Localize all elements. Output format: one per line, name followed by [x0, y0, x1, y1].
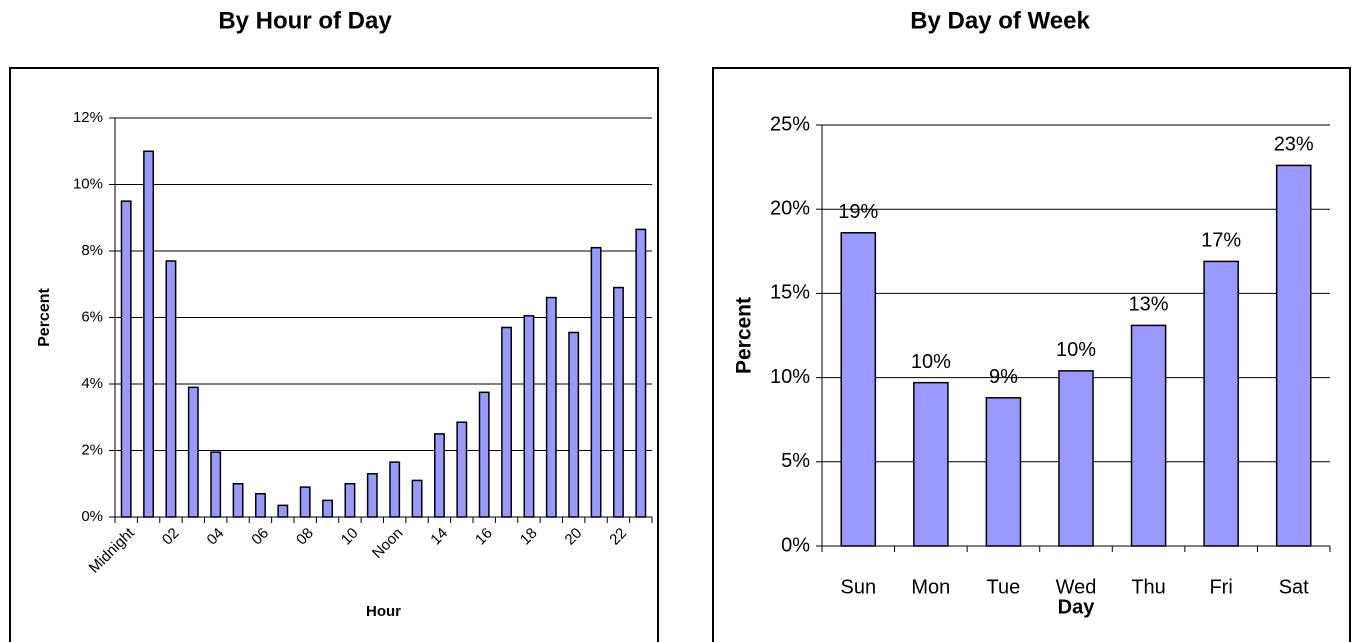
value-label: 23%	[1274, 134, 1314, 156]
y-tick-label: 15%	[770, 282, 810, 304]
x-tick-label: Thu	[1131, 576, 1165, 598]
bar	[344, 483, 356, 518]
value-label: 10%	[1056, 339, 1096, 361]
x-tick-label: 10	[338, 525, 362, 549]
bar	[1058, 370, 1094, 547]
y-tick-label: 0%	[781, 534, 810, 556]
bar	[1203, 260, 1239, 547]
bar	[1275, 164, 1312, 547]
x-axis-title: Hour	[366, 603, 401, 620]
bar	[143, 150, 155, 518]
bar	[120, 200, 132, 518]
y-axis-title: Percent	[36, 287, 53, 346]
x-tick-label: Sun	[840, 576, 876, 598]
bar	[456, 421, 468, 518]
x-tick-label: 04	[204, 525, 228, 549]
x-tick-label: 22	[606, 525, 630, 549]
bar	[277, 504, 289, 518]
bar	[1130, 324, 1167, 547]
x-tick-label: 20	[562, 525, 586, 549]
value-label: 9%	[989, 366, 1018, 388]
y-tick-label: 25%	[770, 113, 810, 135]
y-tick-label: 12%	[73, 109, 103, 126]
value-label: 10%	[911, 351, 951, 373]
y-tick-label: 2%	[81, 441, 103, 458]
chart-title: By Day of Week	[910, 7, 1090, 34]
x-tick-label: Mon	[911, 576, 950, 598]
y-tick-label: 10%	[73, 175, 103, 192]
value-label: 13%	[1129, 294, 1169, 316]
y-tick-label: 6%	[81, 308, 103, 325]
bar	[299, 486, 311, 518]
bar	[254, 492, 266, 518]
value-label: 17%	[1201, 230, 1241, 252]
bar	[210, 451, 222, 518]
y-tick-label: 20%	[770, 197, 810, 219]
y-axis-title: Percent	[733, 297, 756, 374]
x-tick-label: Fri	[1209, 576, 1232, 598]
bar	[913, 381, 949, 547]
bar	[545, 296, 557, 518]
x-tick-label: 02	[159, 525, 183, 549]
chart-title: By Hour of Day	[218, 7, 392, 34]
bar	[478, 391, 490, 518]
bar	[985, 397, 1022, 547]
x-tick-label: Midnight	[86, 524, 139, 577]
bar	[433, 433, 445, 518]
y-tick-label: 0%	[81, 508, 103, 525]
bar	[411, 479, 423, 518]
bar	[635, 228, 647, 518]
panel-border	[712, 67, 1351, 642]
y-tick-label: 4%	[81, 375, 103, 392]
bar	[612, 286, 624, 518]
y-tick-label: 10%	[770, 366, 810, 388]
x-tick-label: 14	[427, 525, 451, 549]
x-tick-label: Sat	[1279, 576, 1309, 598]
bar	[232, 483, 244, 518]
x-axis-title: Day	[1058, 596, 1096, 618]
bar	[840, 232, 877, 547]
bar	[568, 331, 580, 518]
x-tick-label: 06	[248, 525, 272, 549]
bar	[322, 499, 334, 518]
bar	[523, 315, 535, 518]
y-tick-label: 5%	[781, 450, 810, 472]
bar	[366, 473, 378, 518]
x-tick-label: 18	[517, 525, 541, 549]
value-label: 19%	[838, 201, 878, 223]
bar	[187, 386, 199, 518]
x-tick-label: Tue	[987, 576, 1021, 598]
bar	[501, 326, 513, 518]
panel-border	[9, 67, 659, 642]
x-tick-label: 08	[293, 525, 317, 549]
bar	[590, 246, 602, 518]
x-tick-label: Noon	[369, 525, 406, 562]
y-tick-label: 8%	[81, 242, 103, 259]
x-tick-label: 16	[472, 525, 496, 549]
x-tick-label: Wed	[1056, 576, 1097, 598]
bar	[165, 260, 177, 518]
bar	[389, 461, 401, 518]
